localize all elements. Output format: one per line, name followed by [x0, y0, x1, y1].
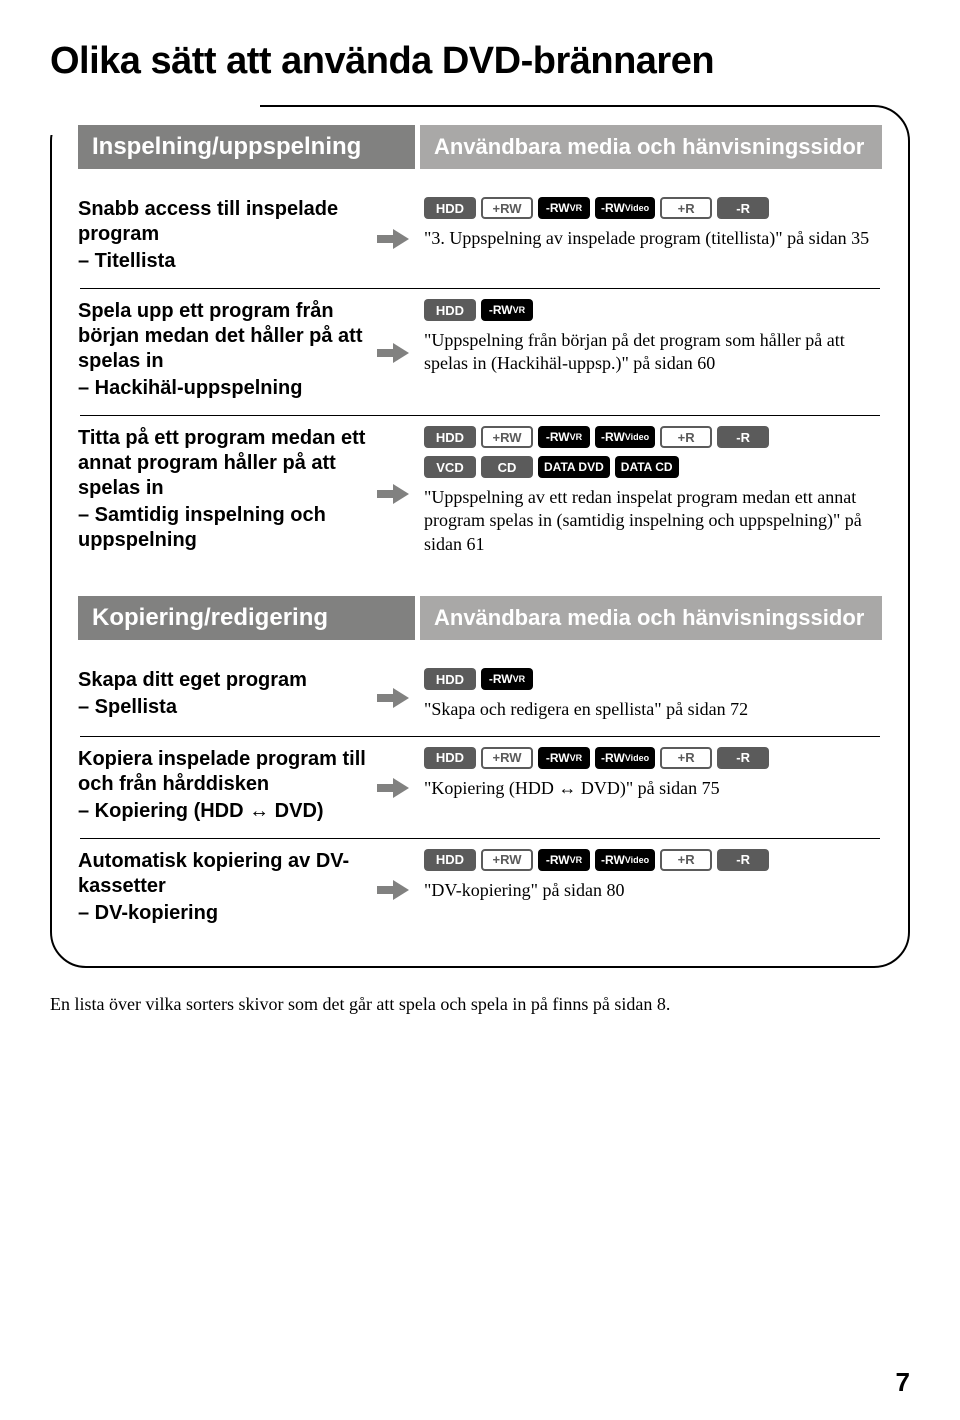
- feature-right: HDD+RW-RWVR-RWVideo+R-R "3. Uppspelning a…: [424, 197, 882, 274]
- page-number: 7: [896, 1367, 910, 1398]
- media-tag: -RWVR: [538, 197, 590, 219]
- feature-subtitle: – Kopiering (HDD ↔ DVD): [78, 799, 368, 824]
- content-frame: Inspelning/uppspelning Användbara media …: [50, 105, 910, 968]
- section-header-left: Kopiering/redigering: [78, 596, 420, 640]
- arrow-col: [378, 747, 424, 824]
- feature-left: Titta på ett program medan ett annat pro…: [78, 426, 378, 556]
- media-tag: HDD: [424, 849, 476, 871]
- feature-left: Automatisk kopiering av DV-kassetter– DV…: [78, 849, 378, 926]
- media-tag: -R: [717, 197, 769, 219]
- media-tag: -R: [717, 747, 769, 769]
- media-tag: HDD: [424, 668, 476, 690]
- feature-title: Snabb access till inspelade program: [78, 197, 368, 247]
- media-tag: CD: [481, 456, 533, 478]
- media-tag: HDD: [424, 299, 476, 321]
- media-tag: +R: [660, 197, 712, 219]
- media-tag: -RWVideo: [595, 747, 655, 769]
- feature-subtitle: – Hackihäl-uppspelning: [78, 376, 368, 401]
- section-header-left: Inspelning/uppspelning: [78, 125, 420, 169]
- section-header-right: Användbara media och hänvisningssidor: [420, 596, 882, 640]
- arrow-icon: [393, 343, 409, 363]
- media-tag: VCD: [424, 456, 476, 478]
- feature-row: Spela upp ett program från början medan …: [78, 289, 882, 415]
- media-tag: +R: [660, 747, 712, 769]
- tag-row: HDD+RW-RWVR-RWVideo+R-R: [424, 747, 882, 769]
- feature-left: Kopiera inspelade program till och från …: [78, 747, 378, 824]
- section-header-right: Användbara media och hänvisningssidor: [420, 125, 882, 169]
- feature-title: Automatisk kopiering av DV-kassetter: [78, 849, 368, 899]
- feature-subtitle: – Titellista: [78, 249, 368, 274]
- feature-row: Automatisk kopiering av DV-kassetter– DV…: [78, 839, 882, 940]
- arrow-icon: [393, 484, 409, 504]
- feature-subtitle: – Samtidig inspelning och uppspelning: [78, 503, 368, 553]
- arrow-col: [378, 299, 424, 401]
- tag-row: HDD-RWVR: [424, 668, 882, 690]
- media-tag: -RWVR: [481, 299, 533, 321]
- arrow-icon: [393, 778, 409, 798]
- media-tag: +RW: [481, 747, 533, 769]
- media-tag: -RWVR: [538, 426, 590, 448]
- feature-title: Spela upp ett program från början medan …: [78, 299, 368, 374]
- media-tag: HDD: [424, 197, 476, 219]
- feature-right: HDD-RWVR "Uppspelning från början på det …: [424, 299, 882, 401]
- feature-left: Skapa ditt eget program– Spellista: [78, 668, 378, 721]
- feature-title: Skapa ditt eget program: [78, 668, 368, 693]
- tag-row: HDD+RW-RWVR-RWVideo+R-R: [424, 197, 882, 219]
- feature-right: HDD+RW-RWVR-RWVideo+R-R VCDCDDATA DVDDATA…: [424, 426, 882, 556]
- feature-right: HDD-RWVR "Skapa och redigera en spellista…: [424, 668, 882, 721]
- media-tag: -R: [717, 426, 769, 448]
- tag-row: HDD+RW-RWVR-RWVideo+R-R: [424, 426, 882, 448]
- arrow-col: [378, 849, 424, 926]
- page-title: Olika sätt att använda DVD-brännaren: [50, 40, 910, 83]
- feature-subtitle: – DV-kopiering: [78, 901, 368, 926]
- feature-left: Snabb access till inspelade program– Tit…: [78, 197, 378, 274]
- media-tag: +RW: [481, 197, 533, 219]
- arrow-icon: [393, 688, 409, 708]
- arrow-col: [378, 197, 424, 274]
- feature-description: "Skapa och redigera en spellista" på sid…: [424, 698, 882, 721]
- tag-row: HDD-RWVR: [424, 299, 882, 321]
- arrow-col: [378, 426, 424, 556]
- media-tag: HDD: [424, 426, 476, 448]
- arrow-icon: [393, 880, 409, 900]
- media-tag: +RW: [481, 849, 533, 871]
- feature-right: HDD+RW-RWVR-RWVideo+R-R "DV-kopiering" på…: [424, 849, 882, 926]
- feature-title: Kopiera inspelade program till och från …: [78, 747, 368, 797]
- feature-title: Titta på ett program medan ett annat pro…: [78, 426, 368, 501]
- arrow-icon: [393, 229, 409, 249]
- feature-description: "Uppspelning från början på det program …: [424, 329, 882, 376]
- media-tag: DATA DVD: [538, 456, 610, 478]
- section-header: Kopiering/redigering Användbara media oc…: [78, 596, 882, 640]
- media-tag: DATA CD: [615, 456, 679, 478]
- tag-row: HDD+RW-RWVR-RWVideo+R-R: [424, 849, 882, 871]
- media-tag: -RWVideo: [595, 849, 655, 871]
- arrow-col: [378, 668, 424, 721]
- media-tag: +R: [660, 849, 712, 871]
- feature-subtitle: – Spellista: [78, 695, 368, 720]
- feature-left: Spela upp ett program från början medan …: [78, 299, 378, 401]
- media-tag: -RWVideo: [595, 197, 655, 219]
- feature-description: "Kopiering (HDD ↔ DVD)" på sidan 75: [424, 777, 882, 800]
- feature-row: Snabb access till inspelade program– Tit…: [78, 187, 882, 288]
- feature-description: "3. Uppspelning av inspelade program (ti…: [424, 227, 882, 250]
- media-tag: -RWVideo: [595, 426, 655, 448]
- section-header: Inspelning/uppspelning Användbara media …: [78, 125, 882, 169]
- media-tag: -RWVR: [538, 849, 590, 871]
- media-tag: +R: [660, 426, 712, 448]
- media-tag: +RW: [481, 426, 533, 448]
- tag-row: VCDCDDATA DVDDATA CD: [424, 456, 882, 478]
- feature-right: HDD+RW-RWVR-RWVideo+R-R "Kopiering (HDD ↔…: [424, 747, 882, 824]
- media-tag: HDD: [424, 747, 476, 769]
- feature-row: Skapa ditt eget program– Spellista HDD-RW…: [78, 658, 882, 735]
- footer-note: En lista över vilka sorters skivor som d…: [50, 994, 910, 1015]
- feature-row: Kopiera inspelade program till och från …: [78, 737, 882, 838]
- media-tag: -RWVR: [538, 747, 590, 769]
- feature-description: "DV-kopiering" på sidan 80: [424, 879, 882, 902]
- feature-description: "Uppspelning av ett redan inspelat progr…: [424, 486, 882, 556]
- media-tag: -RWVR: [481, 668, 533, 690]
- feature-row: Titta på ett program medan ett annat pro…: [78, 416, 882, 570]
- media-tag: -R: [717, 849, 769, 871]
